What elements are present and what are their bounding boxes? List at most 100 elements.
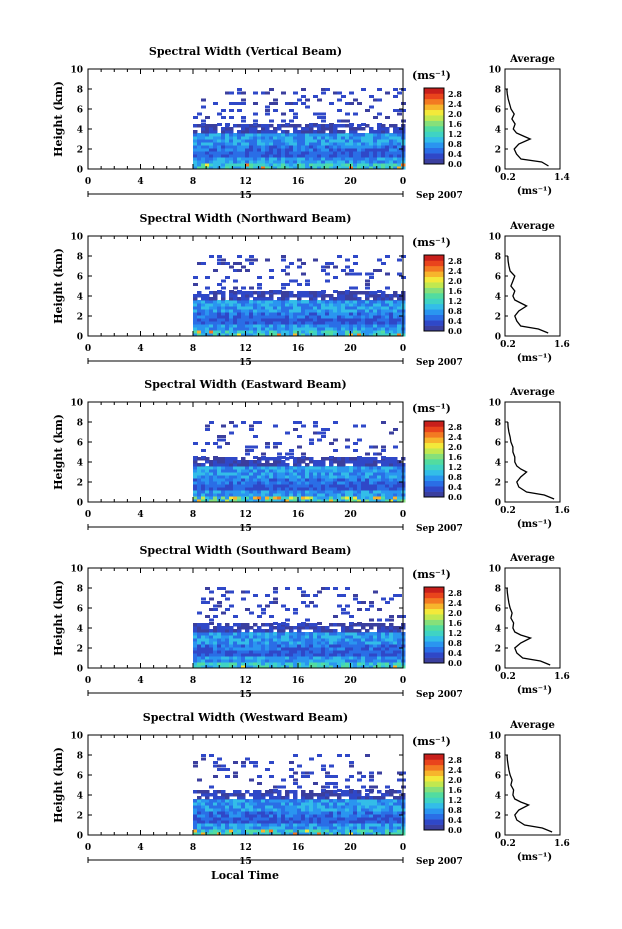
heatmap-cell (193, 309, 198, 313)
heatmap-cell (297, 653, 302, 657)
heatmap-cell (305, 808, 310, 812)
heatmap-cell (313, 160, 318, 164)
heatmap-cell (389, 166, 394, 170)
heatmap-cell (277, 647, 282, 651)
heatmap-cell (377, 154, 382, 158)
heatmap-cell (205, 475, 210, 479)
heatmap-cell (277, 641, 282, 645)
heatmap-cell (209, 608, 214, 611)
heatmap-cell (373, 297, 378, 301)
heatmap-cell (273, 102, 278, 105)
heatmap-cell (237, 814, 242, 818)
heatmap-cell (317, 133, 322, 137)
heatmap-cell (365, 124, 370, 128)
heatmap-cell (261, 635, 266, 639)
heatmap-cell (349, 272, 354, 276)
heatmap-cell (321, 330, 326, 334)
heatmap-cell (281, 130, 286, 134)
heatmap-cell (249, 472, 254, 476)
panel-title: Spectral Width (Northward Beam) (140, 212, 352, 225)
heatmap-cell (281, 330, 286, 334)
heatmap-cell (389, 632, 394, 636)
heatmap-cell (321, 312, 326, 316)
heatmap-cell (389, 641, 394, 645)
heatmap-cell (225, 808, 230, 812)
heatmap-cell (221, 309, 226, 313)
heatmap-cell (253, 481, 258, 485)
heatmap-cell (333, 133, 338, 137)
heatmap-cell (281, 638, 286, 642)
heatmap-cell (397, 163, 402, 167)
heatmap-cell (397, 817, 402, 821)
heatmap-cell (353, 493, 358, 497)
heatmap-cell (293, 754, 298, 757)
heatmap-cell (233, 790, 238, 794)
heatmap-cell (297, 166, 302, 170)
heatmap-cell (209, 656, 214, 660)
heatmap-cell (293, 157, 298, 161)
heatmap-cell (273, 638, 278, 642)
heatmap-cell (269, 484, 274, 488)
heatmap-cell (365, 632, 370, 636)
heatmap-cell (281, 641, 286, 645)
heatmap-cell (257, 478, 262, 482)
heatmap-cell (269, 601, 274, 604)
heatmap-cell (241, 820, 246, 824)
heatmap-cell (349, 163, 354, 167)
heatmap-cell (225, 139, 230, 143)
heatmap-cell (381, 632, 386, 636)
heatmap-cell (369, 490, 374, 494)
colorbar-swatch (424, 797, 444, 804)
heatmap-cell (369, 665, 374, 669)
heatmap-cell (289, 279, 294, 283)
heatmap-cell (301, 303, 306, 307)
heatmap-cell (333, 499, 338, 503)
heatmap-cell (269, 650, 274, 654)
heatmap-cell (253, 493, 258, 497)
heatmap-cell (265, 487, 270, 491)
heatmap-cell (213, 644, 218, 648)
heatmap-cell (381, 327, 386, 331)
heatmap-cell (345, 490, 350, 494)
heatmap-cell (369, 478, 374, 482)
heatmap-cell (289, 330, 294, 334)
heatmap-cell (365, 163, 370, 167)
heatmap-cell (245, 300, 250, 304)
heatmap-cell (205, 466, 210, 470)
heatmap-cell (357, 622, 362, 625)
heatmap-cell (289, 109, 294, 112)
heatmap-cell (257, 793, 262, 797)
heatmap-cell (353, 312, 358, 316)
heatmap-cell (393, 829, 398, 833)
heatmap-cell (337, 808, 342, 812)
heatmap-cell (337, 166, 342, 170)
heatmap-cell (309, 442, 314, 445)
heatmap-cell (313, 802, 318, 806)
heatmap-cell (245, 805, 250, 809)
heatmap-cell (333, 148, 338, 152)
heatmap-cell (349, 333, 354, 337)
heatmap-cell (341, 145, 346, 149)
colorbar-tick-label: 2.8 (448, 422, 462, 432)
heatmap-cell (393, 95, 398, 98)
heatmap-cell (357, 771, 362, 775)
heatmap-cell (377, 133, 382, 137)
heatmap-cell (333, 650, 338, 654)
heatmap-cell (209, 650, 214, 654)
heatmap-cell (349, 160, 354, 164)
heatmap-cell (289, 808, 294, 812)
heatmap-cell (293, 321, 298, 325)
heatmap-cell (293, 127, 298, 131)
heatmap-cell (345, 832, 350, 836)
heatmap-cell (369, 291, 374, 295)
heatmap-cell (241, 466, 246, 470)
heatmap-cell (285, 139, 290, 143)
heatmap-cell (209, 466, 214, 470)
heatmap-cell (385, 601, 390, 604)
heatmap-cell (225, 647, 230, 651)
heatmap-cell (293, 163, 298, 167)
heatmap-cell (249, 466, 254, 470)
heatmap-cell (197, 151, 202, 155)
heatmap-cell (249, 817, 254, 821)
heatmap-cell (221, 659, 226, 663)
